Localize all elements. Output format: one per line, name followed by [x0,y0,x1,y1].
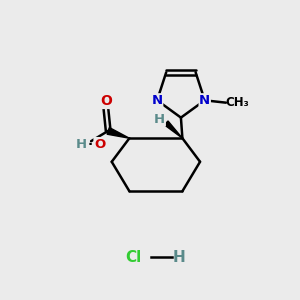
Text: O: O [100,94,112,108]
Polygon shape [107,128,129,138]
Text: H: H [154,113,165,126]
Text: CH₃: CH₃ [225,96,249,109]
Text: Cl: Cl [126,250,142,265]
Text: ·: · [88,138,93,151]
Text: H: H [76,138,87,151]
Text: N: N [152,94,163,107]
Text: H: H [173,250,186,265]
Polygon shape [164,121,182,138]
Text: O: O [94,138,105,151]
Text: N: N [199,94,210,107]
